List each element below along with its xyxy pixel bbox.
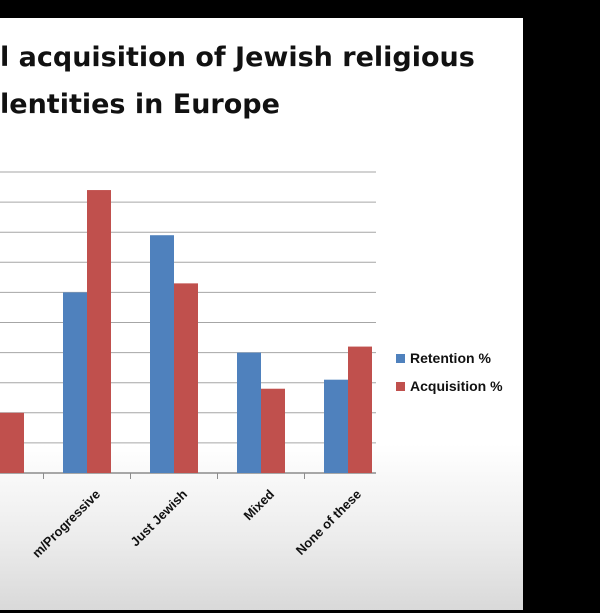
bar-acquisition: [87, 190, 111, 473]
bar-retention: [237, 352, 261, 473]
bar-chart: m/Progressive Just Jewish Mixed None of the…: [0, 171, 503, 561]
bar-retention: [150, 235, 174, 473]
bar-acquisition: [0, 412, 24, 473]
x-tick-label: m/Progressive: [29, 487, 103, 561]
chart-title-line-1: l acquisition of Jewish religious: [0, 42, 475, 73]
chart-title-line-2: lentities in Europe: [0, 89, 280, 120]
bar-acquisition: [261, 388, 285, 473]
legend-label: Retention %: [410, 350, 491, 366]
x-tick-label: Mixed: [240, 486, 277, 523]
x-tick-label: None of these: [293, 487, 364, 558]
bar-acquisition: [348, 346, 372, 473]
legend-swatch: [396, 382, 405, 391]
slide: l acquisition of Jewish religious lentit…: [0, 18, 523, 610]
bar-acquisition: [174, 283, 198, 473]
bar-retention: [324, 379, 348, 473]
bar-retention: [63, 292, 87, 473]
legend-swatch: [396, 354, 405, 363]
legend-label: Acquisition %: [410, 378, 503, 394]
x-tick-label: Just Jewish: [127, 486, 190, 549]
